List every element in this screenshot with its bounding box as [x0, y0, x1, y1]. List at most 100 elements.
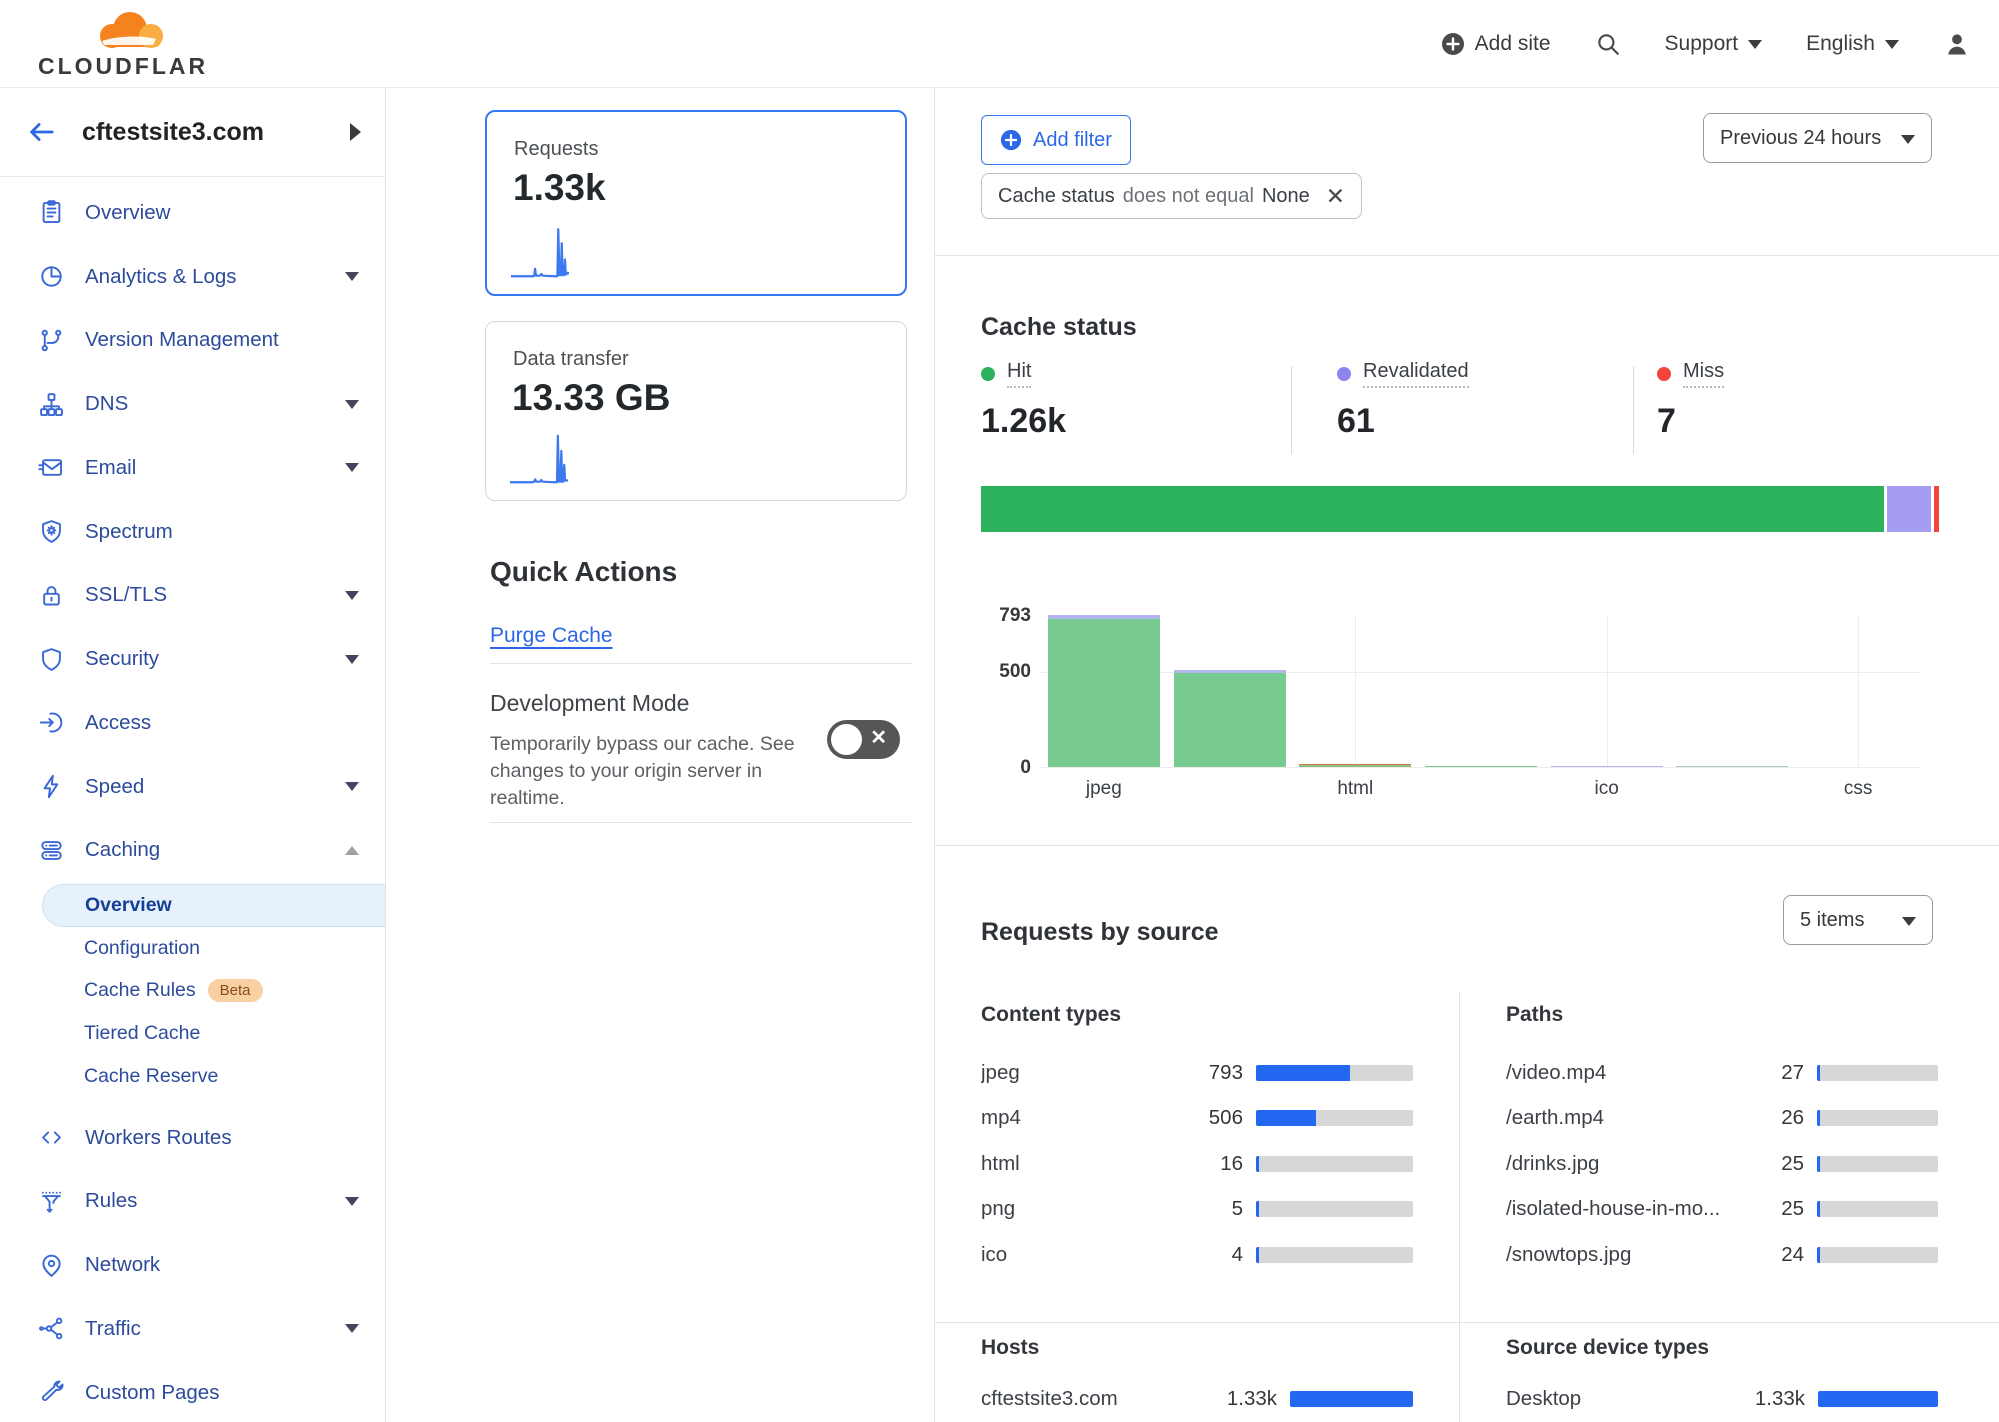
sidebar-subitem-tiered-cache[interactable]: Tiered Cache — [42, 1012, 385, 1055]
toggle-x-icon: ✕ — [870, 727, 887, 749]
chart-bar-segment — [1550, 765, 1663, 767]
chevron-down-icon[interactable] — [345, 272, 359, 282]
support-label: Support — [1664, 31, 1739, 55]
chevron-down-icon[interactable] — [345, 1196, 359, 1206]
content-types-list: jpeg 793 mp4 506 html 16 png 5 ico 4 — [981, 1050, 1413, 1278]
search-button[interactable] — [1595, 31, 1621, 57]
chevron-down-icon[interactable] — [345, 1324, 359, 1334]
chart-bar-col-2 — [1173, 670, 1286, 767]
sidebar-item-rules[interactable]: Rules — [0, 1169, 385, 1233]
source-row-bar-track — [1256, 1246, 1413, 1263]
source-row-html: html 16 — [981, 1141, 1413, 1187]
sidebar-item-label: Access — [85, 710, 152, 734]
cache-stat-hit: Hit 1.26k — [981, 360, 1281, 441]
sidebar-item-label: Overview — [85, 200, 171, 224]
sidebar-item-dns[interactable]: DNS — [0, 372, 385, 436]
gridline — [1858, 616, 1860, 767]
source-row-jpeg: jpeg 793 — [981, 1050, 1413, 1096]
support-menu[interactable]: Support — [1665, 32, 1763, 56]
chevron-down-icon[interactable] — [345, 782, 359, 792]
y-axis-tick-label: 500 — [999, 661, 1031, 683]
sidebar-subitem-overview[interactable]: Overview — [42, 884, 385, 927]
site-switcher-chevron-icon[interactable] — [350, 123, 361, 141]
cache-stat-revalidated: Revalidated 61 — [1337, 360, 1637, 441]
sidebar-submenu-caching: Overview Configuration Cache Rules Beta Tier… — [0, 884, 385, 1097]
sidebar-subitem-configuration[interactable]: Configuration — [42, 927, 385, 970]
chart-bar-segment — [1676, 765, 1789, 767]
analytics-icon — [38, 263, 65, 290]
y-axis-tick-label: 0 — [1020, 757, 1031, 778]
cache-status-title: Cache status — [981, 313, 1137, 341]
beta-badge: Beta — [207, 979, 263, 1003]
add-filter-button[interactable]: Add filter — [981, 115, 1131, 165]
user-menu[interactable] — [1943, 30, 1971, 58]
source-row-bar-track — [1817, 1155, 1938, 1172]
speed-icon — [38, 773, 65, 800]
purge-cache-link[interactable]: Purge Cache — [490, 624, 613, 647]
language-menu[interactable]: English — [1806, 32, 1899, 56]
sidebar-item-label: DNS — [85, 392, 129, 416]
gridline — [1041, 672, 1921, 674]
cache-stat-value: 61 — [1337, 402, 1375, 440]
source-row-label: html — [981, 1151, 1020, 1175]
source-device-types-list: Desktop 1.33k — [1506, 1376, 1938, 1422]
divider — [1291, 366, 1292, 454]
status-dot-icon — [981, 367, 995, 381]
stacked-bar-segment-hit — [981, 486, 1885, 532]
source-row-drinks-jpg: /drinks.jpg 25 — [1506, 1141, 1938, 1187]
stacked-bar-segment-miss — [1934, 486, 1940, 532]
sidebar-item-spectrum[interactable]: Spectrum — [0, 500, 385, 564]
sidebar-item-email[interactable]: Email — [0, 436, 385, 500]
cache-stat-value: 7 — [1657, 402, 1676, 440]
back-arrow-icon[interactable] — [26, 117, 56, 147]
sidebar-item-custom-pages[interactable]: Custom Pages — [0, 1361, 385, 1422]
chevron-down-icon — [1902, 916, 1916, 926]
remove-filter-icon[interactable]: ✕ — [1325, 182, 1346, 209]
cache-stat-header: Revalidated — [1337, 360, 1637, 388]
sidebar-item-traffic[interactable]: Traffic — [0, 1297, 385, 1361]
sidebar-item-access[interactable]: Access — [0, 691, 385, 755]
chevron-down-icon[interactable] — [345, 463, 359, 473]
cache-stat-label[interactable]: Hit — [1007, 360, 1032, 388]
source-row-value: 506 — [1208, 1106, 1243, 1130]
chevron-down-icon[interactable] — [345, 399, 359, 409]
y-axis-tick-label: 793 — [999, 605, 1031, 626]
sidebar-subitem-cache-rules[interactable]: Cache Rules Beta — [42, 970, 385, 1013]
sidebar-item-ssl-tls[interactable]: SSL/TLS — [0, 564, 385, 628]
items-count-dropdown[interactable]: 5 items — [1783, 895, 1933, 945]
sidebar-item-workers-routes[interactable]: Workers Routes — [0, 1106, 385, 1170]
sidebar-item-caching[interactable]: Caching — [0, 819, 385, 883]
sidebar-item-speed[interactable]: Speed — [0, 755, 385, 819]
toggle-knob — [831, 724, 862, 755]
divider — [1459, 993, 1460, 1422]
sidebar-item-overview[interactable]: Overview — [0, 181, 385, 245]
development-mode-toggle[interactable]: ✕ — [827, 720, 900, 759]
cache-stat-label[interactable]: Revalidated — [1363, 360, 1469, 388]
source-row-bar-fill — [1817, 1155, 1820, 1172]
sidebar-item-label: Version Management — [85, 328, 279, 352]
chevron-down-icon[interactable] — [345, 654, 359, 664]
sidebar-item-network[interactable]: Network — [0, 1233, 385, 1297]
sidebar-subitem-cache-reserve[interactable]: Cache Reserve — [42, 1055, 385, 1098]
source-row-value: 1.33k — [1754, 1386, 1805, 1410]
add-site-button[interactable]: Add site — [1441, 32, 1551, 56]
plus-circle-icon — [1441, 32, 1464, 55]
source-row-bar-track — [1817, 1201, 1938, 1218]
cloudflare-logo[interactable]: CLOUDFLARE — [18, 3, 208, 85]
filter-chip[interactable]: Cache status does not equal None ✕ — [981, 173, 1363, 219]
sidebar-item-label: Analytics & Logs — [85, 264, 237, 288]
language-label: English — [1806, 31, 1875, 55]
chevron-down-icon[interactable] — [345, 590, 359, 600]
divider — [935, 845, 1999, 846]
chevron-up-icon[interactable] — [345, 845, 359, 855]
chart-bar-html — [1299, 763, 1412, 767]
sidebar-item-security[interactable]: Security — [0, 627, 385, 691]
data-transfer-metric-card[interactable]: Data transfer 13.33 GB — [485, 321, 907, 501]
source-row-png: png 5 — [981, 1187, 1413, 1233]
sidebar-subitem-label: Overview — [85, 894, 172, 917]
time-range-dropdown[interactable]: Previous 24 hours — [1703, 113, 1932, 163]
cache-stat-label[interactable]: Miss — [1683, 360, 1725, 388]
requests-metric-card[interactable]: Requests 1.33k — [485, 110, 907, 296]
sidebar-item-analytics-logs[interactable]: Analytics & Logs — [0, 245, 385, 309]
sidebar-item-version-management[interactable]: Version Management — [0, 309, 385, 373]
